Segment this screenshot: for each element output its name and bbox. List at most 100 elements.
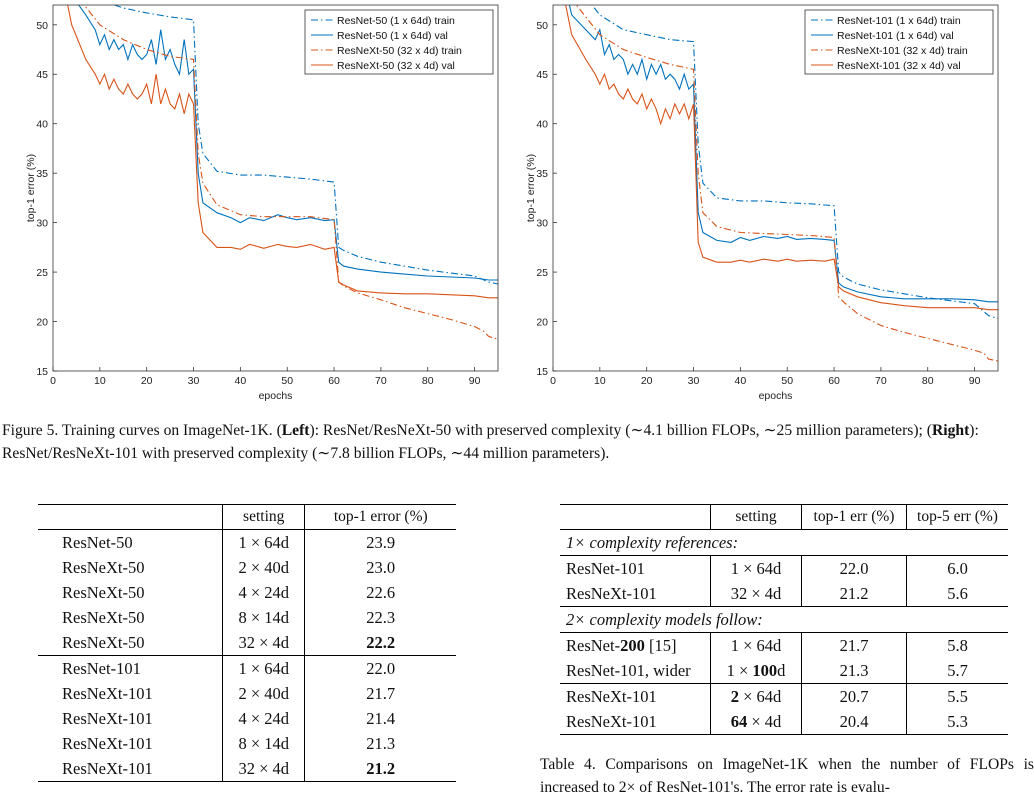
- y-tick-label: 35: [536, 168, 548, 180]
- chart-left: 0 10 20 30 40 50 60 70 80 90 15 20 25 30 35 40 45 50 epoch…: [0, 0, 500, 410]
- table-row: ResNeXt-101 2 × 64d 20.7 5.5: [560, 683, 1008, 709]
- table-cell: ResNeXt-101: [38, 756, 223, 782]
- cell-text: d: [777, 660, 786, 680]
- y-tick-label: 40: [536, 119, 548, 131]
- table-cell: 21.3: [801, 658, 907, 684]
- table-cell: ResNeXt-50: [62, 582, 145, 602]
- table-cell: 5.6: [906, 581, 1008, 607]
- table-cell: ResNeXt-101: [62, 683, 153, 703]
- series-line-2: [83, 5, 498, 340]
- chart-right: 0 10 20 30 40 50 60 70 80 90 15 20 25 30 35 40 45 50 epoch…: [500, 0, 1000, 410]
- table-row: ResNeXt-101 8 × 14d 21.3: [38, 731, 456, 756]
- table-cell: 23.0: [366, 557, 396, 577]
- cell-text-bold: 64: [730, 711, 748, 731]
- legend-entry: ResNeXt-50 (32 x 4d) train: [337, 45, 462, 57]
- x-tick-label: 30: [188, 375, 200, 387]
- table-row: ResNeXt-101 2 × 40d 21.7: [38, 681, 456, 706]
- table-cell: ResNeXt-101: [62, 733, 153, 753]
- table-row: ResNeXt-50 32 × 4d 22.2: [38, 630, 456, 656]
- table-cell: 20.7: [801, 683, 907, 709]
- series-line-0: [591, 5, 998, 320]
- y-tick-label: 30: [36, 218, 48, 230]
- figure-caption: Figure 5. Training curves on ImageNet-1K…: [2, 419, 1034, 465]
- y-tick-label: 15: [36, 366, 48, 378]
- series-line-3: [565, 5, 998, 311]
- x-tick-label: 30: [688, 375, 700, 387]
- header-cell: [560, 504, 711, 530]
- y-tick-label: 15: [536, 366, 548, 378]
- x-tick-label: 20: [141, 375, 153, 387]
- x-tick-label: 20: [641, 375, 653, 387]
- table-cell: 22.0: [304, 655, 456, 681]
- axes-box: [552, 4, 999, 372]
- table-cell: ResNeXt-101: [566, 583, 657, 603]
- x-tick-label: 50: [781, 375, 793, 387]
- table-cell: 4 × 24d: [221, 580, 306, 605]
- table-row: ResNeXt-101 64 × 4d 20.4 5.3: [560, 709, 1008, 735]
- table-row: ResNeXt-50 2 × 40d 23.0: [38, 555, 456, 580]
- table-cell: ResNeXt-101: [560, 709, 711, 735]
- table-cell: 1 × 64d: [710, 632, 802, 658]
- table-cell: 22.0: [801, 555, 907, 581]
- caption-prefix: Figure 5. Training curves on ImageNet-1K…: [2, 422, 282, 439]
- y-tick-label: 35: [36, 168, 48, 180]
- table-cell: ResNet-101: [38, 655, 223, 681]
- table-cell: 5.5: [906, 683, 1008, 709]
- x-tick-label: 60: [828, 375, 840, 387]
- cell-text-bold: 100: [752, 660, 778, 680]
- x-tick-label: 80: [922, 375, 934, 387]
- header-cell: top-1 error (%): [304, 504, 456, 530]
- header-cell: setting: [221, 504, 306, 530]
- table-cell: 32 × 4d: [221, 630, 306, 656]
- y-tick-label: 40: [36, 119, 48, 131]
- cell-text: × 4d: [747, 711, 782, 731]
- section-label: 1× complexity references:: [560, 529, 1008, 556]
- table-cell: 8 × 14d: [221, 731, 306, 756]
- x-tick-label: 0: [50, 375, 56, 387]
- cell-text-bold: 2: [730, 686, 739, 706]
- table-cell: 1 × 64d: [221, 529, 306, 555]
- table-cell: ResNeXt-50: [62, 632, 145, 652]
- x-tick-label: 10: [94, 375, 106, 387]
- y-axis-label: top-1 error (%): [525, 154, 537, 222]
- table-cell: 8 × 14d: [221, 605, 306, 630]
- caption-left-label: Left: [281, 422, 310, 439]
- legend: ResNet-50 (1 x 64d) train ResNet-50 (1 x …: [304, 9, 494, 75]
- table-header: setting top-1 error (%): [38, 504, 456, 530]
- table-row: ResNet-101, wider 1 × 100d 21.3 5.7: [560, 658, 1008, 684]
- section-row: 2× complexity models follow:: [560, 606, 1008, 633]
- table-cell: 23.9: [366, 532, 396, 552]
- section-row: 1× complexity references:: [560, 529, 1008, 556]
- series-line-1: [78, 5, 498, 281]
- table-cell: 1 × 64d: [710, 555, 802, 581]
- table-4-caption: Table 4. Comparisons on ImageNet-1K when…: [540, 756, 1034, 796]
- y-tick-label: 45: [36, 69, 48, 81]
- table-row: ResNeXt-101 4 × 24d 21.4: [38, 706, 456, 731]
- legend-entry: ResNet-50 (1 x 64d) val: [337, 30, 448, 42]
- y-tick-label: 30: [536, 218, 548, 230]
- table-cell: 64 × 4d: [710, 709, 802, 735]
- caption-mid1: ): ResNet/ResNeXt-50 with preserved comp…: [309, 422, 933, 439]
- x-tick-label: 90: [469, 375, 481, 387]
- cell-text: × 64d: [738, 686, 782, 706]
- table-cell: 2 × 64d: [710, 683, 802, 709]
- table-cell: ResNet-101: [566, 558, 645, 578]
- x-tick-label: 40: [735, 375, 747, 387]
- series-line-1: [568, 5, 998, 303]
- table-cell: 2 × 40d: [221, 555, 306, 580]
- cell-text-bold: 200: [620, 635, 645, 655]
- y-tick-label: 45: [536, 69, 548, 81]
- table-cell: 6.0: [906, 555, 1008, 581]
- table-cell: ResNeXt-101: [62, 708, 153, 728]
- table-row: ResNet-200 [15] 1 × 64d 21.7 5.8: [560, 632, 1008, 658]
- table-row: ResNeXt-101 32 × 4d 21.2 5.6: [560, 581, 1008, 607]
- y-tick-label: 25: [36, 267, 48, 279]
- y-tick-label: 20: [36, 317, 48, 329]
- x-tick-label: 10: [594, 375, 606, 387]
- table-row: ResNet-101 1 × 64d 22.0 6.0: [560, 555, 1008, 581]
- table-cell: 4 × 24d: [221, 706, 306, 731]
- table-cell: 1 × 100d: [710, 658, 802, 684]
- table-cell: 22.2: [366, 632, 396, 652]
- y-axis-label: top-1 error (%): [25, 154, 37, 222]
- x-tick-label: 70: [375, 375, 387, 387]
